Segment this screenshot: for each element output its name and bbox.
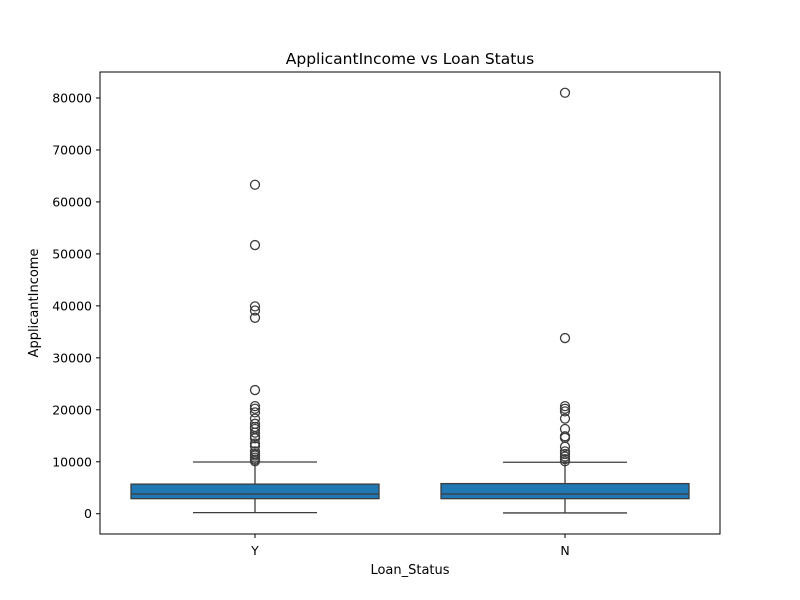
box-group-y [130, 179, 380, 514]
outlier-point [249, 312, 261, 323]
outlier-point [249, 301, 261, 312]
outlier-point [249, 305, 261, 316]
plot-area [130, 87, 690, 514]
x-axis-label: Loan_Status [370, 563, 449, 578]
outlier-point [559, 87, 571, 98]
outlier-point [559, 401, 571, 412]
iqr-box [440, 482, 690, 500]
outlier-point [559, 413, 571, 424]
y-tick-label: 30000 [52, 350, 92, 365]
x-tick-label: N [560, 543, 569, 558]
outlier-point [559, 403, 571, 414]
y-tick-label: 20000 [52, 402, 92, 417]
outlier-point [249, 384, 261, 396]
chart-title: ApplicantIncome vs Loan Status [286, 50, 534, 68]
y-tick-label: 0 [84, 506, 92, 521]
y-tick-label: 70000 [52, 142, 92, 157]
y-axis: 0 10000 20000 30000 40000 50000 60000 70000 8000… [52, 90, 100, 521]
outlier-point [249, 446, 261, 457]
plot-frame [99, 71, 721, 535]
x-tick-label: Y [250, 543, 259, 558]
y-axis-label: ApplicantIncome [27, 249, 42, 358]
outlier-point [249, 407, 261, 418]
outlier-point [249, 441, 261, 452]
outlier-point [249, 438, 261, 449]
outlier-point [559, 406, 571, 417]
outlier-point [249, 421, 261, 433]
outlier-point [249, 413, 261, 424]
y-tick-label: 80000 [52, 90, 92, 105]
outlier-point [559, 446, 571, 457]
outlier-point [559, 448, 571, 460]
outlier-point [559, 332, 571, 344]
outlier-point [249, 401, 261, 412]
y-tick-label: 60000 [52, 194, 92, 209]
outlier-point [559, 451, 571, 462]
outlier-point [249, 239, 261, 251]
outlier-point [249, 418, 261, 429]
y-tick-label: 50000 [52, 246, 92, 261]
outlier-point [559, 423, 571, 435]
outlier-point [249, 448, 261, 460]
outlier-point [249, 403, 261, 414]
y-tick-label: 40000 [52, 298, 92, 313]
outlier-point [559, 454, 571, 465]
outlier-point [559, 431, 571, 442]
outlier-point [249, 179, 261, 190]
iqr-box [130, 483, 380, 500]
box-group-n [440, 87, 690, 514]
y-tick-label: 10000 [52, 454, 92, 469]
